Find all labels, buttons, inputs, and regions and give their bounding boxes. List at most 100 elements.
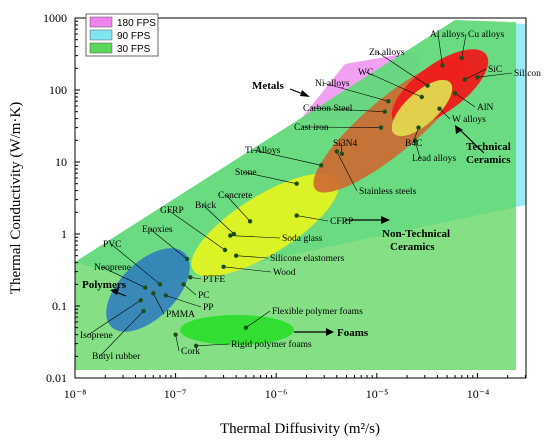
point-label-cu-alloys: Cu alloys bbox=[468, 30, 504, 40]
foams-arrowhead bbox=[326, 328, 334, 336]
polymers-arrowhead bbox=[110, 288, 119, 295]
category-label-technical-ceramics: Technical Ceramics bbox=[466, 141, 511, 166]
point-cork bbox=[173, 332, 178, 337]
point-label-soda-glass: Soda glass bbox=[282, 234, 323, 244]
leader-w-alloys bbox=[439, 108, 451, 120]
point-cfrp bbox=[294, 213, 299, 218]
point-label-pmma: PMMA bbox=[166, 310, 195, 320]
point-label-pp: PP bbox=[203, 303, 214, 313]
legend-label: 90 FPS bbox=[117, 31, 151, 42]
point-silicone-elastomers bbox=[234, 253, 239, 258]
point-ti-alloys bbox=[319, 163, 324, 168]
y-tick-label: 10 bbox=[55, 155, 67, 169]
point-label-cfrp: CFRP bbox=[330, 217, 353, 227]
point-label-ni-alloys: Ni alloys bbox=[315, 79, 350, 89]
point-labels: Al alloys Cu alloys SiC Silicon Zn alloys WC N… bbox=[80, 30, 541, 362]
y-tick-label: 100 bbox=[49, 83, 67, 97]
point-label-concrete: Concrete bbox=[218, 191, 252, 201]
category-label-non-technical-ceramics: Non-Technical Ceramics bbox=[382, 228, 450, 253]
point-neoprene bbox=[143, 285, 148, 290]
leader-sic bbox=[464, 68, 487, 80]
leader-pvc bbox=[110, 243, 161, 285]
point-label-b4c: B4C bbox=[405, 139, 422, 149]
point-zn-alloys bbox=[425, 83, 430, 88]
leader-concrete bbox=[225, 194, 251, 222]
point-epoxies bbox=[184, 256, 190, 262]
point-label-isoprene: Isoprene bbox=[80, 331, 113, 341]
point-soda-glass bbox=[228, 233, 233, 238]
ellipse-foams bbox=[180, 315, 294, 345]
x-tick-label: 10⁻⁶ bbox=[265, 387, 288, 401]
leader-silicon bbox=[477, 72, 513, 78]
x-tick-label: 10⁻⁴ bbox=[467, 387, 490, 401]
point-b4c bbox=[416, 125, 421, 130]
leader-wood bbox=[223, 266, 272, 273]
point-label-zn-alloys: Zn alloys bbox=[369, 48, 405, 58]
leader-soda-glass bbox=[230, 235, 281, 239]
x-tick-label: 10⁻⁸ bbox=[64, 387, 87, 401]
point-cu-alloys bbox=[459, 55, 464, 60]
x-tick-label: 10⁻⁷ bbox=[164, 387, 187, 401]
point-aln bbox=[452, 91, 458, 96]
point-label-flexible-polymer-foams: Flexible polymer foams bbox=[272, 306, 363, 317]
point-stone bbox=[294, 181, 299, 186]
point-lead-alloys bbox=[412, 138, 418, 143]
y-tick-labels: 0.01 0.1 1 10 100 1000 bbox=[43, 11, 67, 385]
leader-wc bbox=[365, 71, 422, 98]
leader-cu-alloys bbox=[461, 33, 467, 58]
point-label-pc: PC bbox=[198, 291, 210, 301]
point-brick bbox=[231, 231, 237, 237]
point-ni-alloys bbox=[386, 99, 391, 104]
point-label-cast-iron: Cast iron bbox=[294, 123, 329, 133]
point-si3n4 bbox=[339, 151, 345, 156]
legend: 180 FPS 90 FPS 30 FPS bbox=[85, 13, 159, 57]
point-carbon-steel bbox=[382, 109, 387, 114]
ellipse-ceramics-overlap bbox=[391, 79, 453, 137]
point-pc bbox=[181, 282, 186, 287]
leader-zn-alloys bbox=[376, 51, 428, 86]
leader-lead-alloys bbox=[414, 140, 421, 159]
leader-stone bbox=[242, 171, 297, 184]
point-label-sic: SiC bbox=[488, 65, 502, 75]
legend-swatch-90fps bbox=[89, 29, 113, 41]
point-label-gfrp: GFRP bbox=[160, 206, 184, 216]
leader-lines bbox=[87, 33, 513, 357]
leader-isoprene bbox=[87, 300, 141, 336]
point-butyl-rubber bbox=[141, 308, 146, 314]
point-ptfe bbox=[188, 275, 193, 280]
point-label-neoprene: Neoprene bbox=[94, 263, 131, 273]
technical-ceramics-arrow bbox=[457, 127, 485, 154]
leader-gfrp bbox=[167, 209, 226, 251]
ellipse-polymers bbox=[106, 248, 190, 332]
metals-arrowhead bbox=[300, 90, 310, 97]
y-tick-label: 1 bbox=[61, 227, 67, 241]
point-label-silicon: Silicon bbox=[514, 69, 541, 79]
point-w-alloys bbox=[437, 106, 442, 111]
point-sic bbox=[462, 77, 467, 82]
point-label-al-alloys: Al alloys bbox=[430, 30, 465, 40]
point-cast-iron bbox=[378, 125, 384, 130]
category-label-metals: Metals bbox=[252, 80, 284, 92]
x-axis-label: Thermal Diffusivity (m²/s) bbox=[220, 421, 380, 437]
point-pp bbox=[163, 293, 169, 298]
point-label-si3n4: Si3N4 bbox=[333, 139, 358, 149]
point-pvc bbox=[157, 282, 163, 287]
legend-swatch-30fps bbox=[89, 42, 113, 54]
leader-carbon-steel bbox=[310, 107, 385, 112]
point-label-stone: Stone bbox=[235, 168, 257, 178]
data-points bbox=[138, 55, 480, 348]
y-tick-label: 0.1 bbox=[52, 299, 67, 313]
non-technical-ceramics-arrowhead bbox=[381, 216, 390, 224]
leader-epoxies bbox=[149, 228, 188, 260]
leader-cfrp bbox=[296, 215, 329, 222]
leader-brick bbox=[202, 204, 235, 235]
y-tick-label: 0.01 bbox=[46, 371, 67, 385]
leader-ti-alloys bbox=[252, 149, 322, 166]
point-label-w-alloys: W alloys bbox=[452, 115, 486, 125]
leader-cork bbox=[175, 334, 180, 352]
plot-frame bbox=[74, 17, 527, 379]
leader-ni-alloys bbox=[322, 82, 389, 102]
point-label-cork: Cork bbox=[181, 347, 200, 357]
leader-pc bbox=[183, 284, 197, 296]
